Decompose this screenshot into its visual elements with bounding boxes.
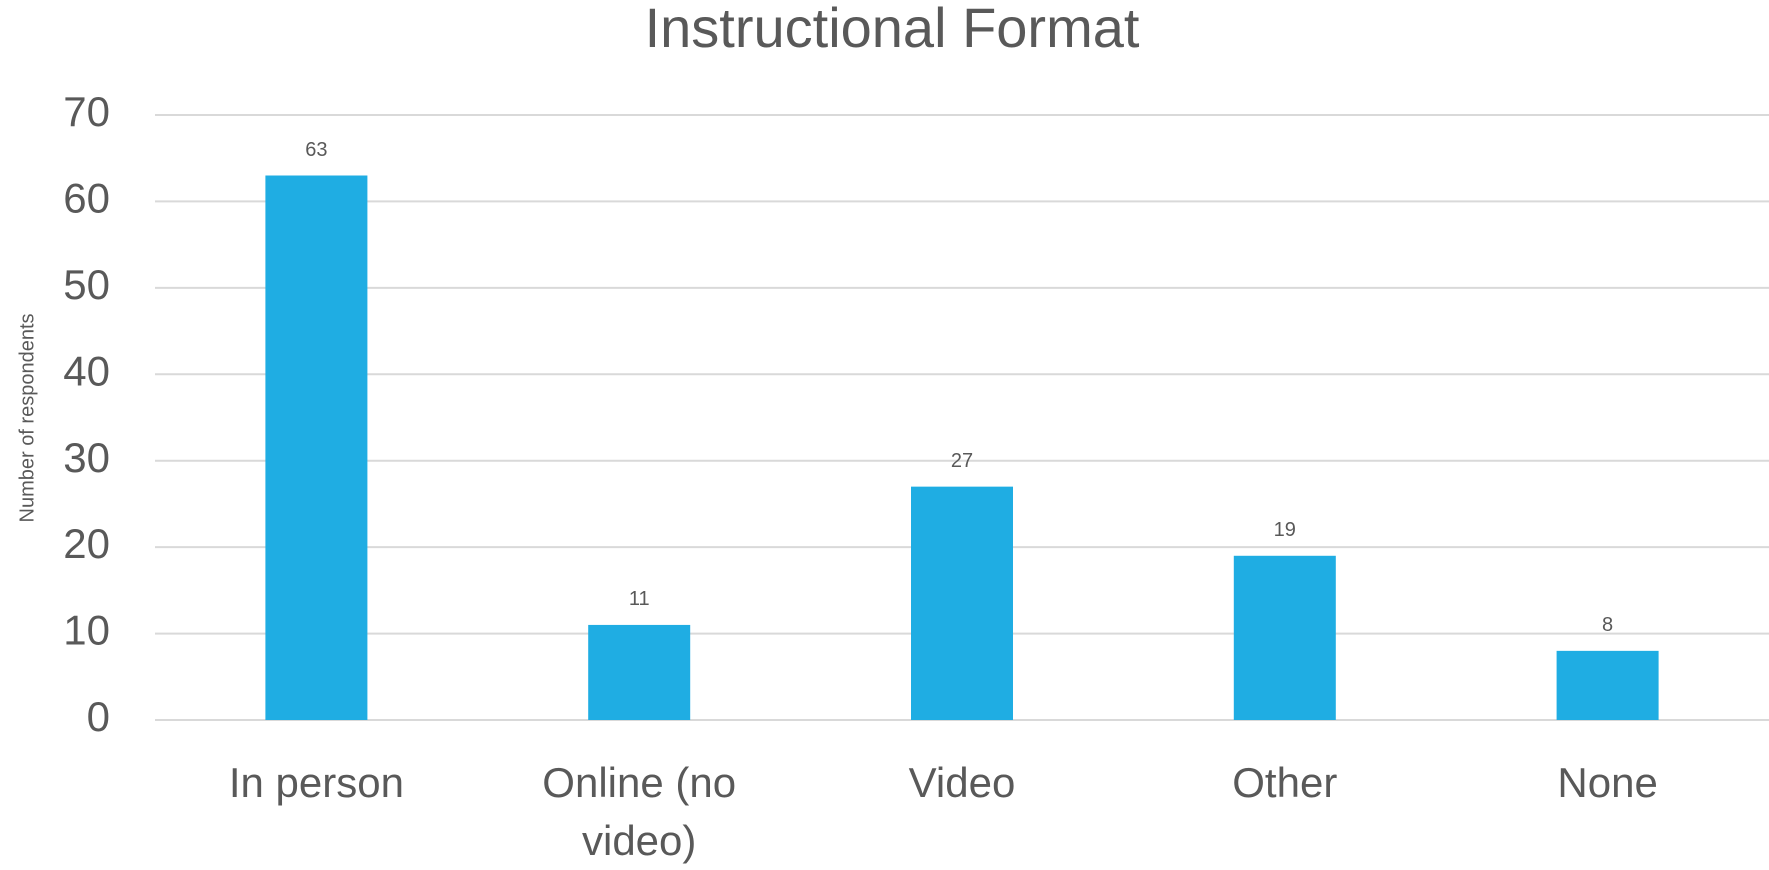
bar bbox=[588, 624, 691, 720]
x-tick-label: In person bbox=[228, 759, 404, 806]
bar bbox=[1556, 650, 1659, 720]
data-label: 63 bbox=[305, 139, 327, 161]
bar bbox=[265, 175, 368, 720]
y-tick-label: 10 bbox=[63, 607, 110, 654]
data-label: 27 bbox=[951, 450, 973, 472]
y-tick-label: 70 bbox=[63, 88, 110, 135]
data-label: 11 bbox=[629, 588, 650, 610]
y-tick-label: 0 bbox=[87, 693, 110, 740]
y-tick-label: 30 bbox=[63, 434, 110, 481]
bar bbox=[911, 486, 1013, 720]
y-tick-label: 20 bbox=[63, 520, 110, 567]
x-tick-label: Video bbox=[908, 759, 1016, 806]
y-tick-label: 40 bbox=[63, 347, 110, 394]
x-tick-label: Online (no video) bbox=[542, 759, 737, 864]
y-tick-label: 50 bbox=[63, 261, 110, 308]
y-tick-label: 60 bbox=[63, 175, 110, 222]
data-label: 19 bbox=[1274, 519, 1296, 541]
y-axis-label: Number of respondents bbox=[16, 313, 38, 522]
x-tick-label: None bbox=[1557, 759, 1658, 806]
data-label: 8 bbox=[1602, 614, 1613, 636]
chart-title: Instructional Format bbox=[645, 0, 1140, 59]
x-tick-label: Other bbox=[1232, 759, 1338, 806]
bar bbox=[1233, 555, 1336, 720]
